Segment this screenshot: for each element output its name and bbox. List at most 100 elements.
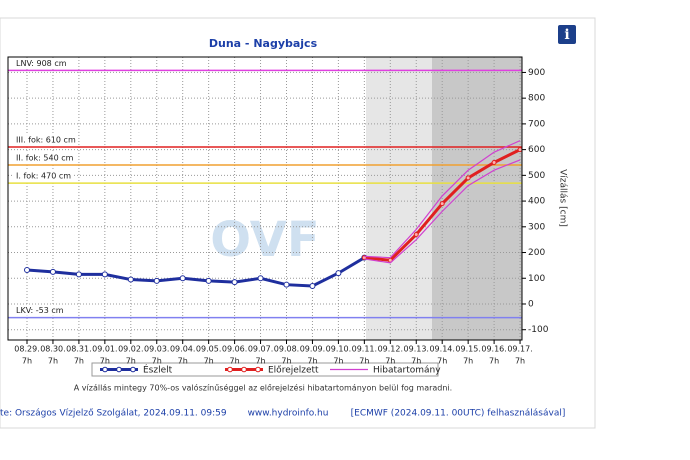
y-tick-label: 700	[528, 119, 545, 129]
series-marker	[465, 175, 471, 181]
threshold-label: LNV: 908 cm	[16, 59, 67, 68]
threshold-label: III. fok: 610 cm	[16, 136, 76, 145]
x-tick-sublabel: 7h	[489, 357, 499, 366]
footer-source: te: Országos Vízjelző Szolgálat, 2024.09…	[0, 409, 227, 419]
threshold-label: I. fok: 470 cm	[16, 172, 71, 181]
legend-label: Hibatartomány	[373, 366, 441, 376]
threshold-label-bg	[14, 135, 78, 146]
x-tick-sublabel: 7h	[152, 357, 162, 366]
x-tick-label: 08.29.	[14, 345, 39, 354]
x-tick-sublabel: 7h	[515, 357, 525, 366]
plot-frame	[7, 56, 523, 341]
x-tick-sublabel: 7h	[411, 357, 421, 366]
x-tick-label: 09.02.	[118, 345, 143, 354]
x-tick-sublabel: 7h	[281, 357, 291, 366]
legend-marker	[241, 366, 247, 373]
x-tick-sublabel: 7h	[48, 357, 58, 366]
x-tick-label: 09.12.	[378, 345, 403, 354]
series-marker	[517, 147, 523, 153]
x-tick-sublabel: 7h	[359, 357, 369, 366]
x-tick-sublabel: 7h	[333, 357, 343, 366]
x-tick-sublabel: 7h	[74, 357, 84, 366]
x-tick-sublabel: 7h	[463, 357, 473, 366]
series-marker	[205, 277, 212, 284]
x-tick-label: 09.09.	[300, 345, 325, 354]
chart-title: Duna - Nagybajcs	[209, 37, 318, 50]
x-tick-sublabel: 7h	[100, 357, 110, 366]
watermark: OVF	[210, 212, 319, 268]
series-marker	[283, 281, 290, 288]
y-tick-label: -100	[528, 325, 549, 335]
y-tick-label: 600	[528, 145, 545, 155]
y-tick-label: 300	[528, 222, 545, 232]
legend	[91, 362, 439, 377]
series-marker	[49, 268, 56, 275]
series-marker	[127, 276, 134, 283]
series-marker	[75, 271, 82, 278]
x-tick-sublabel: 7h	[255, 357, 265, 366]
plot: LNV: 908 cm III. fok: 610 cm II. fok: 540 …	[8, 57, 523, 340]
footer-model: [ECMWF (2024.09.11. 00UTC) felhasználásá…	[351, 409, 566, 419]
x-tick-sublabel: 7h	[178, 357, 188, 366]
x-tick-sublabel: 7h	[22, 357, 32, 366]
x-tick-sublabel: 7h	[230, 357, 240, 366]
series-marker	[24, 267, 30, 274]
note: A vízállás mintegy 70%-os valószínűségge…	[74, 383, 452, 393]
y-tick-label: 400	[528, 197, 545, 207]
x-tick-label: 08.30.	[40, 345, 65, 354]
threshold-label: II. fok: 540 cm	[16, 154, 74, 163]
x-tick-label: 09.14.	[429, 345, 454, 354]
threshold-label-bg	[14, 171, 74, 182]
x-tick-label: 09.08.	[274, 345, 299, 354]
series-marker	[491, 159, 497, 165]
info-glyph: i	[564, 27, 569, 43]
legend-label: Észlelt	[143, 364, 173, 376]
x-tick-sublabel: 7h	[307, 357, 317, 366]
error-band-lower	[364, 159, 521, 264]
x-tick-label: 09.06.	[222, 345, 247, 354]
error-band-upper	[364, 140, 521, 259]
legend-marker	[130, 366, 136, 373]
info-icon[interactable]	[558, 25, 576, 44]
x-tick-sublabel: 7h	[385, 357, 395, 366]
x-tick-label: 09.04.	[170, 345, 195, 354]
y-tick-label: 100	[528, 274, 545, 284]
series-marker	[231, 279, 238, 286]
legend-marker	[255, 366, 261, 373]
legend-marker	[227, 366, 233, 373]
x-tick-label: 09.17.	[507, 345, 532, 354]
threshold-label-bg	[14, 305, 66, 316]
x-tick-sublabel: 7h	[437, 357, 447, 366]
series-marker	[257, 275, 264, 282]
series-marker	[309, 282, 316, 289]
x-tick-label: 09.13.	[404, 345, 429, 354]
series-line	[26, 256, 366, 288]
x-tick-label: 09.11.	[352, 345, 377, 354]
series-marker	[335, 270, 342, 277]
series-marker	[101, 271, 108, 278]
x-tick-label: 09.01.	[92, 345, 117, 354]
x-tick-label: 09.03.	[144, 345, 169, 354]
series-marker	[179, 275, 186, 282]
x-tick-label: 09.05.	[196, 345, 221, 354]
footer-url: www.hydroinfo.hu	[248, 409, 329, 419]
series-marker	[439, 201, 445, 207]
x-tick-sublabel: 7h	[126, 357, 136, 366]
x-tick-sublabel: 7h	[204, 357, 214, 366]
y-tick-label: 800	[528, 94, 545, 104]
legend-marker	[102, 366, 108, 373]
threshold-label-bg	[14, 153, 76, 164]
legend-label: Előrejelzett	[268, 366, 319, 376]
y-axis-label: Vízállás [cm]	[558, 169, 568, 227]
y-tick-label: 200	[528, 248, 545, 258]
x-tick-label: 09.16.	[481, 345, 506, 354]
series-marker	[153, 277, 160, 284]
threshold-label-bg	[14, 58, 69, 69]
y-tick-label: 900	[528, 68, 545, 78]
x-tick-label: 08.31.	[66, 345, 91, 354]
x-tick-label: 09.15.	[455, 345, 480, 354]
y-tick-label: 0	[528, 299, 534, 309]
threshold-label: LKV: -53 cm	[16, 306, 64, 315]
x-tick-label: 09.07.	[248, 345, 273, 354]
